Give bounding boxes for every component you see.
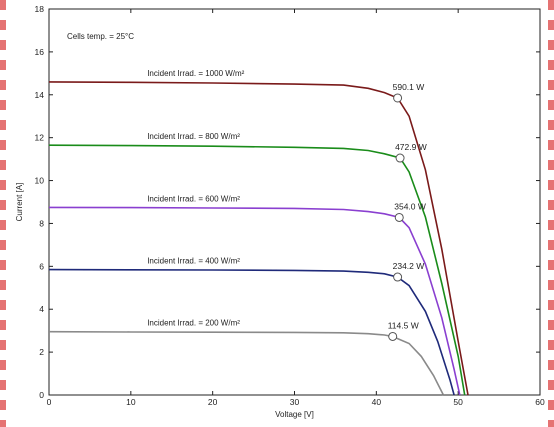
x-tick-label: 40 xyxy=(372,397,382,407)
mpp-marker-5 xyxy=(388,331,398,341)
x-tick-label: 50 xyxy=(453,397,463,407)
temperature-annotation: Cells temp. = 25°C xyxy=(67,32,134,41)
series-line-1 xyxy=(48,81,469,396)
series-label-4: Incident Irrad. = 400 W/m² xyxy=(147,257,240,266)
x-tick-label: 10 xyxy=(126,397,136,407)
series-label-1: Incident Irrad. = 1000 W/m² xyxy=(147,69,244,78)
series-label-2: Incident Irrad. = 800 W/m² xyxy=(147,132,240,141)
series-label-5: Incident Irrad. = 200 W/m² xyxy=(147,319,240,328)
series-line-5 xyxy=(48,330,445,396)
mpp-power-label-4: 234.2 W xyxy=(393,261,425,271)
y-tick-label: 10 xyxy=(35,176,45,186)
axes: 0 10 20 30 40 50 60 0 2 4 6 8 10 12 14 16 18 xyxy=(35,4,545,407)
y-axis-label: Current [A] xyxy=(15,183,24,222)
series-line-2 xyxy=(48,144,466,396)
y-tick-label: 18 xyxy=(35,4,45,14)
mpp-marker-1 xyxy=(393,93,403,103)
mpp-power-label-1: 590.1 W xyxy=(393,82,425,92)
x-tick-label: 20 xyxy=(208,397,218,407)
y-tick-label: 6 xyxy=(39,261,44,271)
mpp-marker-2 xyxy=(395,153,405,163)
y-tick-label: 16 xyxy=(35,47,45,57)
y-tick-label: 0 xyxy=(39,390,44,400)
right-edge-stripe xyxy=(548,0,554,427)
series-line-4 xyxy=(48,268,455,396)
series-label-3: Incident Irrad. = 600 W/m² xyxy=(147,194,240,203)
y-tick-label: 4 xyxy=(39,304,44,314)
left-edge-stripe xyxy=(0,0,6,427)
y-tick-label: 12 xyxy=(35,133,45,143)
mpp-power-label-3: 354.0 W xyxy=(394,201,426,211)
mpp-power-label-2: 472.9 W xyxy=(395,142,427,152)
series-line-3 xyxy=(48,206,461,396)
plot-frame xyxy=(48,8,541,396)
mpp-power-label-5: 114.5 W xyxy=(388,320,419,330)
x-axis-label: Voltage [V] xyxy=(275,410,314,419)
mpp-marker-3 xyxy=(394,212,404,222)
x-tick-label: 30 xyxy=(290,397,300,407)
y-tick-label: 2 xyxy=(39,347,44,357)
y-tick-label: 8 xyxy=(39,218,44,228)
mpp-marker-4 xyxy=(393,272,403,282)
series-lines: Incident Irrad. = 1000 W/m² 590.1 W Incide… xyxy=(48,69,469,396)
y-tick-label: 14 xyxy=(35,90,45,100)
x-tick-label: 60 xyxy=(535,397,545,407)
x-tick-label: 0 xyxy=(47,397,52,407)
